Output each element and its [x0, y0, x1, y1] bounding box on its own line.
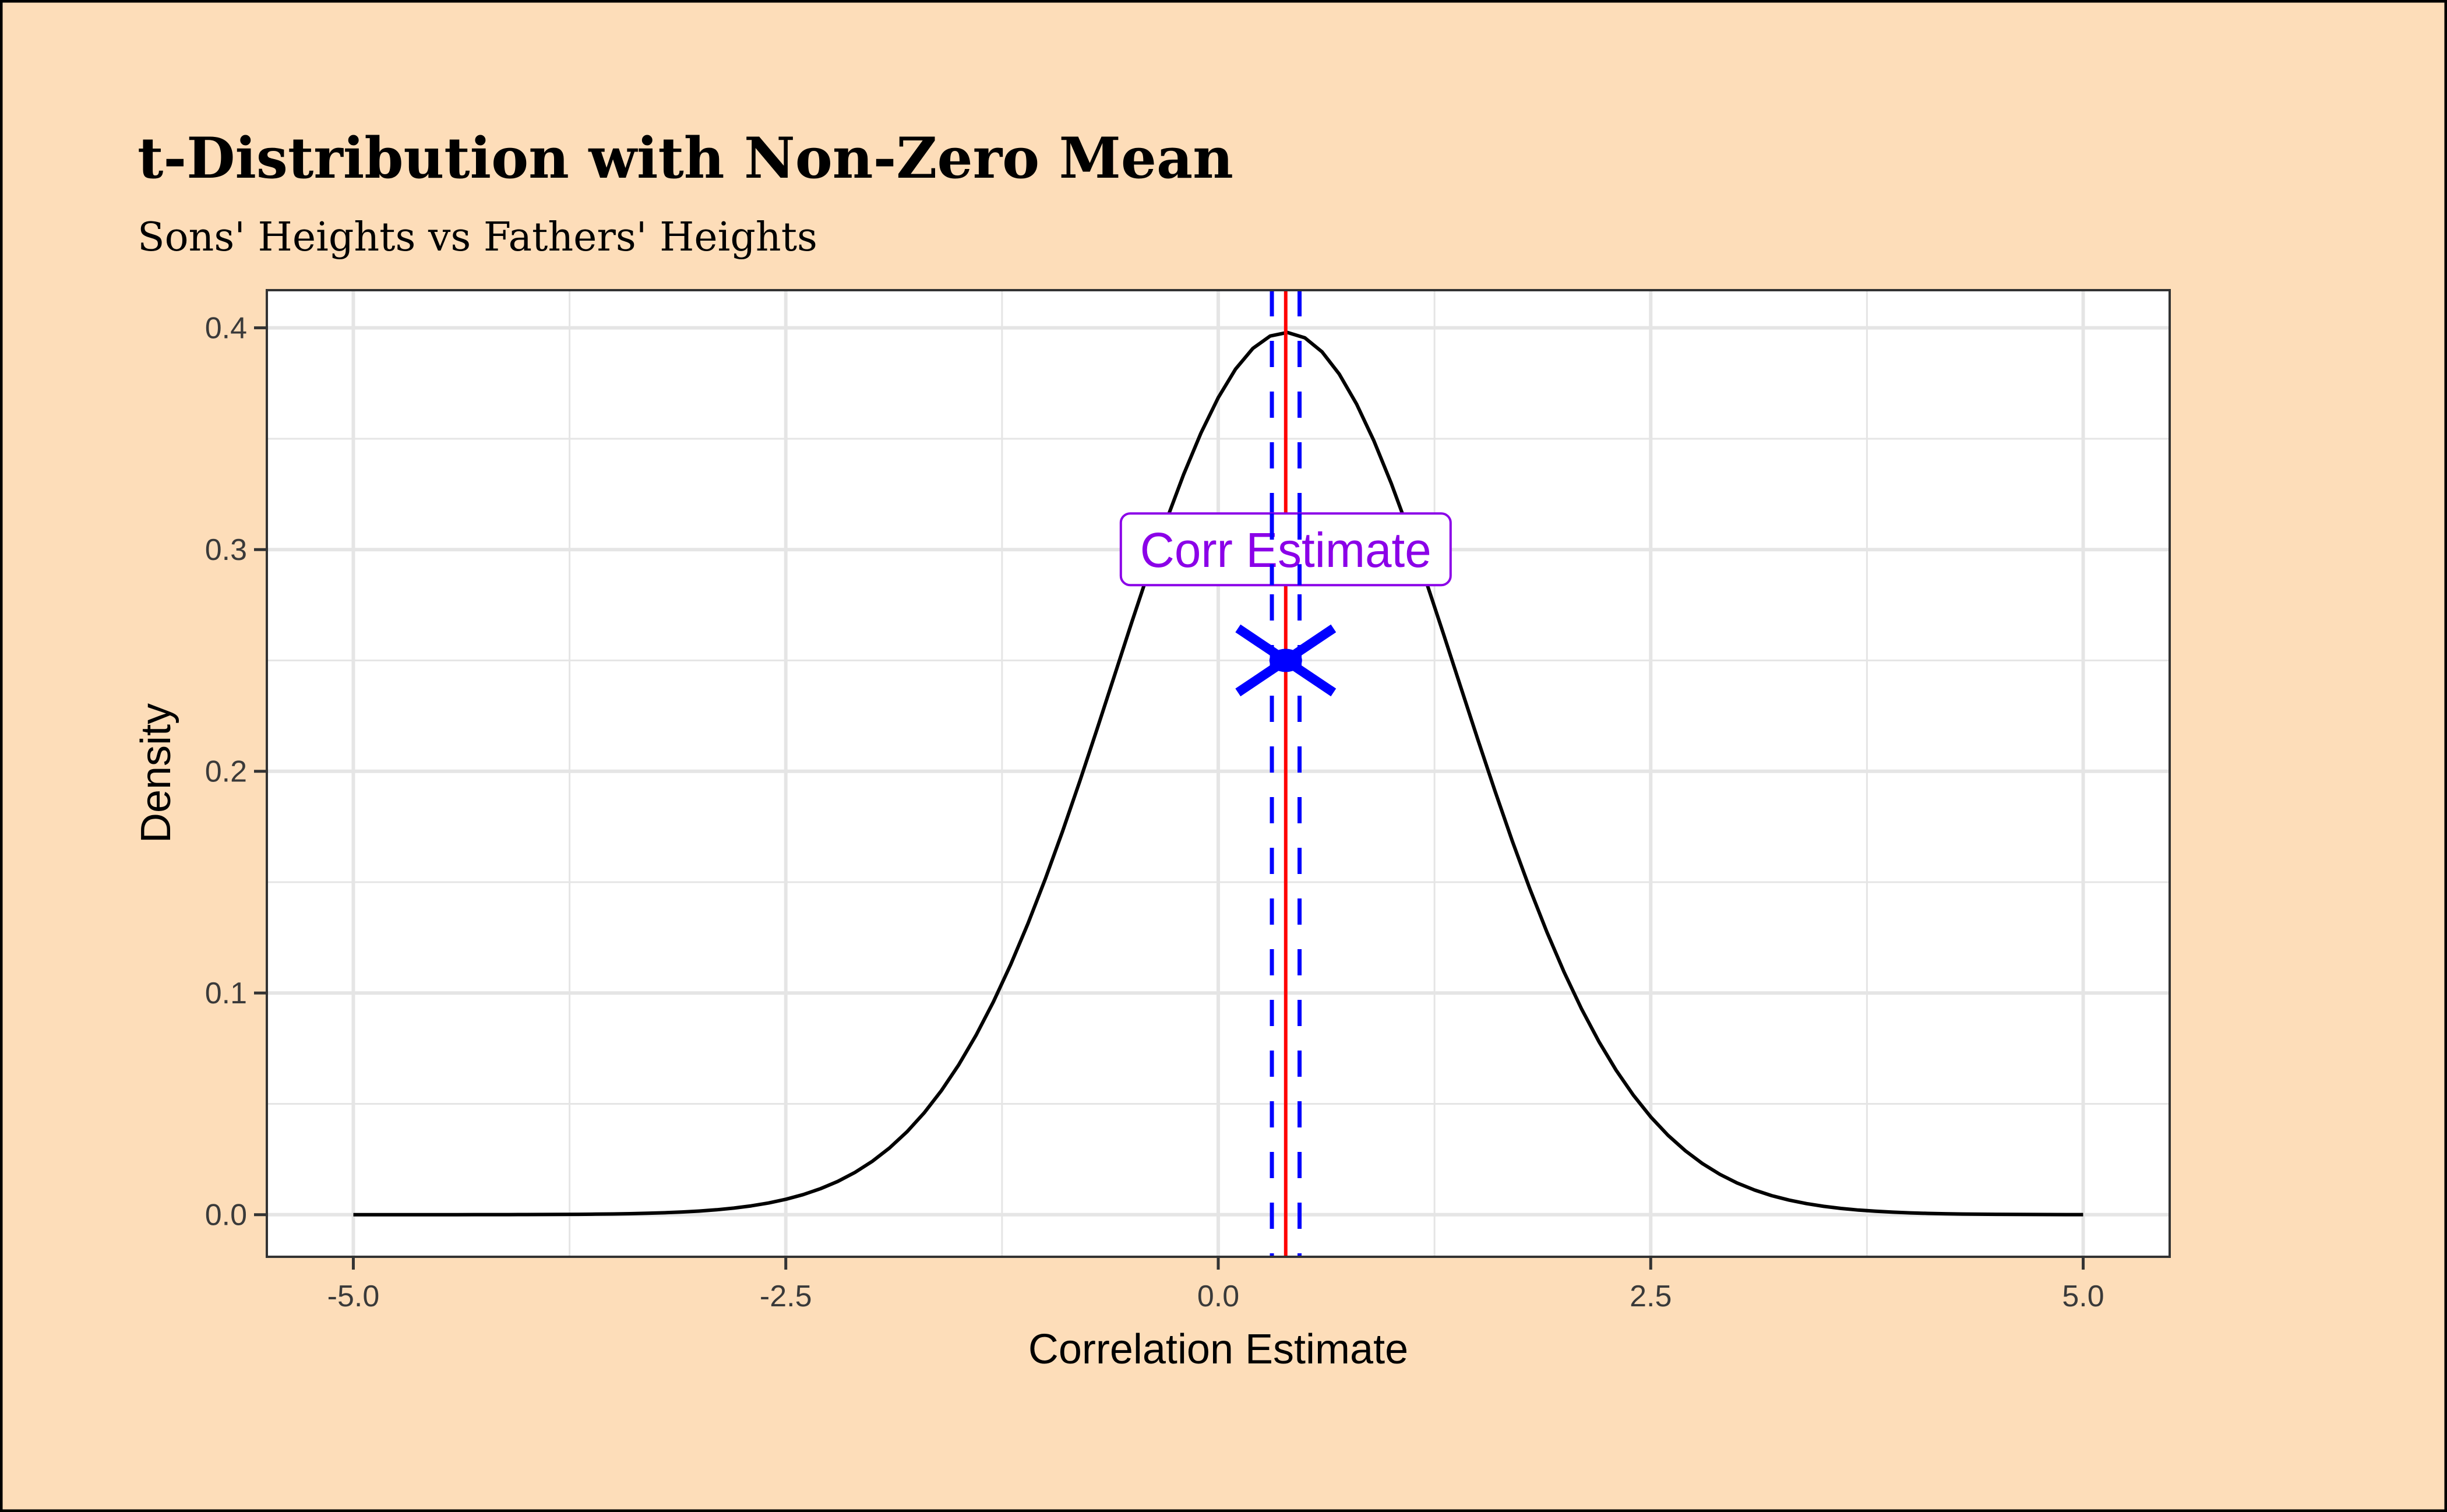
x-axis-title: Correlation Estimate — [1028, 1326, 1408, 1373]
gridlines — [267, 290, 2170, 1257]
x-tick-label: 0.0 — [1197, 1280, 1239, 1313]
density-curve — [353, 330, 2083, 1217]
marks: Corr Estimate — [353, 290, 2083, 1257]
y-tick-label: 0.3 — [205, 533, 247, 567]
annotation-label: Corr Estimate — [1140, 523, 1431, 577]
chart-title: t-Distribution with Non-Zero Mean — [137, 125, 1233, 191]
x-tick-label: 5.0 — [2062, 1280, 2104, 1313]
axis-ticks: -5.0 -2.5 0.0 2.5 5.0 0.0 0.1 0.2 0.3 0.4 — [205, 312, 2104, 1313]
y-axis-title: Density — [133, 703, 179, 843]
x-tick-label: 2.5 — [1630, 1280, 1672, 1313]
y-tick-label: 0.4 — [205, 312, 247, 346]
y-tick-label: 0.1 — [205, 977, 247, 1010]
chart-subtitle: Sons' Heights vs Fathers' Heights — [137, 214, 817, 260]
point-marker — [1269, 648, 1302, 672]
y-tick-label: 0.0 — [205, 1199, 247, 1232]
y-tick-label: 0.2 — [205, 755, 247, 789]
x-tick-label: -5.0 — [327, 1280, 380, 1313]
x-tick-label: -2.5 — [760, 1280, 812, 1313]
annotation-box — [1119, 512, 1452, 587]
